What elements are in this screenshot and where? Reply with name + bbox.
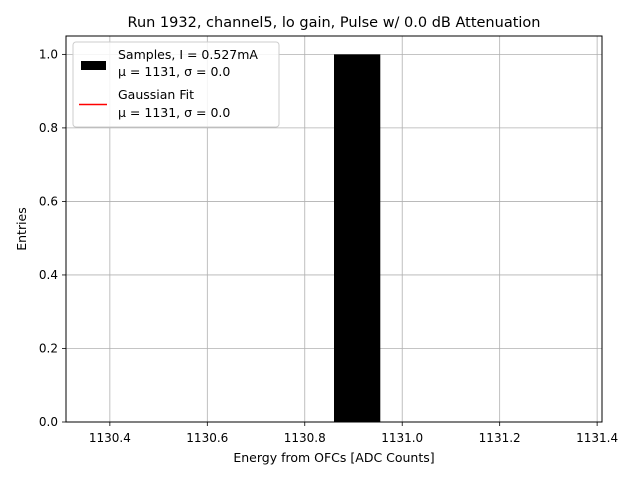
y-axis-ticks: 0.0 0.2 0.4 0.6 0.8 1.0 [39, 47, 66, 429]
x-tick-label-0: 1130.4 [89, 431, 131, 445]
x-tick-label-2: 1130.8 [284, 431, 326, 445]
legend-box [72, 41, 280, 128]
y-tick-label-1: 0.2 [39, 341, 58, 355]
x-tick-label-1: 1130.6 [186, 431, 228, 445]
y-tick-label-0: 0.0 [39, 415, 58, 429]
plot-frame [65, 35, 603, 423]
chart-title: Run 1932, channel5, lo gain, Pulse w/ 0.… [128, 15, 541, 31]
y-tick-label-3: 0.6 [39, 194, 58, 208]
y-axis-label: Entries [14, 207, 29, 251]
legend: Samples, I = 0.527mA μ = 1131, σ = 0.0 G… [72, 41, 280, 128]
y-tick-label-5: 1.0 [39, 47, 58, 61]
y-tick-label-2: 0.4 [39, 268, 58, 282]
histogram-bars [334, 54, 381, 422]
x-tick-label-5: 1131.4 [576, 431, 618, 445]
x-tick-label-3: 1131.0 [381, 431, 423, 445]
legend-stats-fit: μ = 1131, σ = 0.0 [118, 105, 230, 120]
histogram-bar-0 [334, 54, 381, 422]
x-axis-ticks: 1130.4 1130.6 1130.8 1131.0 1131.2 1131.4 [89, 422, 618, 445]
legend-swatch-samples [81, 61, 106, 70]
y-tick-label-4: 0.8 [39, 121, 58, 135]
x-tick-label-4: 1131.2 [479, 431, 521, 445]
x-axis-label: Energy from OFCs [ADC Counts] [233, 450, 434, 465]
legend-label-fit: Gaussian Fit [118, 87, 194, 102]
legend-label-samples: Samples, I = 0.527mA [118, 47, 258, 62]
legend-stats-samples: μ = 1131, σ = 0.0 [118, 64, 230, 79]
